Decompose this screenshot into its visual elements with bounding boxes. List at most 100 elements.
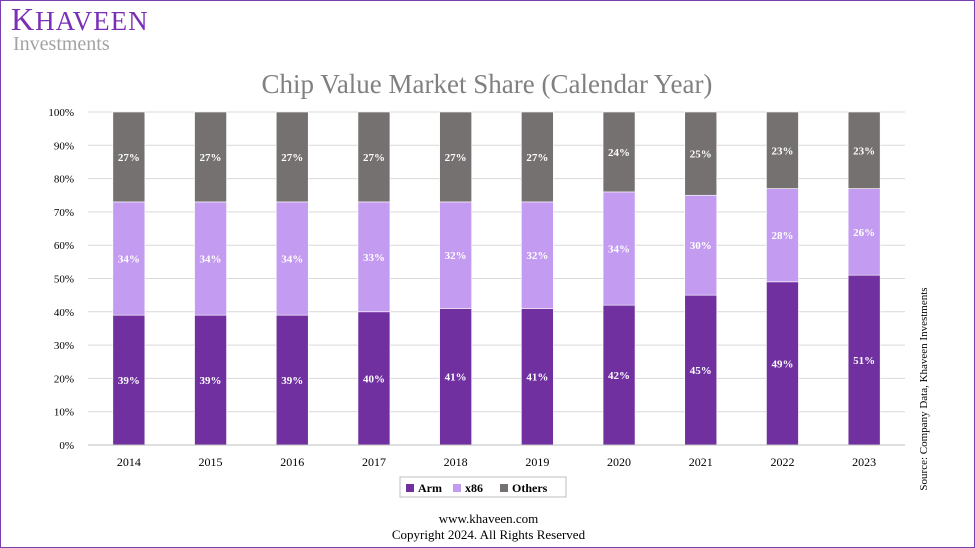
legend-label: x86 xyxy=(465,481,483,495)
data-label: 26% xyxy=(853,227,875,239)
data-label: 25% xyxy=(690,149,712,161)
data-label: 51% xyxy=(853,355,875,367)
legend-label: Arm xyxy=(418,481,442,495)
bar-segment-others xyxy=(602,111,636,193)
bar-segment-x86 xyxy=(439,201,472,309)
bar-segment-arm xyxy=(194,314,227,446)
y-tick-label: 90% xyxy=(54,140,74,152)
bar-segment-arm xyxy=(112,314,146,446)
data-label: 41% xyxy=(445,372,467,384)
data-label: 23% xyxy=(853,145,875,157)
y-axis: 0% 10% 20% 30% 40% 50% 60% 70% 80% 90% 100% xyxy=(48,107,74,452)
data-label: 49% xyxy=(771,358,793,370)
data-label: 40% xyxy=(363,373,385,385)
data-label: 32% xyxy=(526,250,548,262)
bar-segment-others xyxy=(275,111,309,203)
data-label: 39% xyxy=(281,375,303,387)
data-label: 27% xyxy=(200,152,222,164)
y-tick-label: 10% xyxy=(54,407,74,419)
bars: 39% 34% 27% 39% 34% 27% 39% 34% 27% 40% 33% 27% 41% 3… xyxy=(112,111,881,446)
bar-segment-others xyxy=(194,111,227,203)
legend-box xyxy=(399,476,567,498)
data-label: 23% xyxy=(771,145,793,157)
footer-copyright: Copyright 2024. All Rights Reserved xyxy=(391,527,586,542)
y-tick-label: 0% xyxy=(59,440,74,452)
x-tick-label: 2016 xyxy=(280,455,304,469)
logo-subtitle: Investments xyxy=(13,33,110,55)
bar-segment-x86 xyxy=(521,201,554,309)
data-label: 32% xyxy=(445,250,467,262)
data-label: 39% xyxy=(200,375,222,387)
data-label: 45% xyxy=(690,365,712,377)
x-tick-label: 2020 xyxy=(607,455,631,469)
data-label: 34% xyxy=(281,254,303,266)
x-tick-label: 2023 xyxy=(852,455,876,469)
data-label: 27% xyxy=(363,152,385,164)
bar-segment-x86 xyxy=(357,201,391,313)
bar-segment-x86 xyxy=(847,188,881,276)
footer-website: www.khaveen.com xyxy=(438,511,539,526)
y-tick-label: 30% xyxy=(54,340,74,352)
data-label: 30% xyxy=(690,240,712,252)
legend-swatch xyxy=(406,484,414,492)
data-label: 24% xyxy=(608,147,630,159)
data-label: 27% xyxy=(526,152,548,164)
y-tick-label: 20% xyxy=(54,373,74,385)
bar-segment-others xyxy=(439,111,472,203)
bar-segment-others xyxy=(684,111,718,196)
data-label: 34% xyxy=(608,244,630,256)
logo-name: KHAVEEN xyxy=(11,1,149,37)
data-label: 39% xyxy=(118,375,140,387)
data-label: 42% xyxy=(608,370,630,382)
bar-segment-x86 xyxy=(684,194,718,296)
data-label: 27% xyxy=(445,152,467,164)
source-note: Source: Company Data, Khaveen Investment… xyxy=(918,287,930,490)
bar-segment-x86 xyxy=(275,201,309,316)
y-tick-label: 60% xyxy=(54,240,74,252)
data-label: 34% xyxy=(200,254,222,266)
y-tick-label: 40% xyxy=(54,307,74,319)
bar-segment-arm xyxy=(439,308,472,446)
bar-segment-others xyxy=(357,111,391,203)
legend-label: Others xyxy=(512,481,548,495)
y-tick-label: 50% xyxy=(54,274,74,286)
bar-segment-others xyxy=(521,111,554,203)
x-tick-label: 2019 xyxy=(525,455,549,469)
bar-segment-arm xyxy=(521,308,554,446)
data-label: 27% xyxy=(118,152,140,164)
bar-segment-arm xyxy=(357,311,391,446)
bar-segment-arm xyxy=(275,314,309,446)
bar-segment-x86 xyxy=(112,201,146,316)
bar-segment-others xyxy=(847,111,881,189)
x-tick-label: 2021 xyxy=(689,455,713,469)
khaveen-logo: KHAVEEN Investments xyxy=(11,1,149,55)
x-axis: 2014 2015 2016 2017 2018 2019 2020 2021 2022 2023 xyxy=(88,444,905,469)
x-tick-label: 2015 xyxy=(199,455,223,469)
bar-segment-arm xyxy=(766,281,799,446)
data-label: 33% xyxy=(363,252,385,264)
legend-swatch xyxy=(453,484,461,492)
legend: Arm x86 Others xyxy=(399,476,567,498)
x-tick-label: 2014 xyxy=(117,455,141,469)
y-tick-label: 80% xyxy=(54,174,74,186)
legend-swatch xyxy=(500,484,508,492)
data-label: 41% xyxy=(526,372,548,384)
bar-segment-x86 xyxy=(194,201,227,316)
x-tick-label: 2017 xyxy=(362,455,386,469)
data-label: 28% xyxy=(771,230,793,242)
bar-segment-others xyxy=(112,111,146,203)
footer: www.khaveen.com Copyright 2024. All Righ… xyxy=(1,511,975,543)
bar-segment-others xyxy=(766,111,799,189)
data-label: 27% xyxy=(281,152,303,164)
chart-title: Chip Value Market Share (Calendar Year) xyxy=(262,69,713,99)
x-tick-label: 2018 xyxy=(444,455,468,469)
bar-segment-arm xyxy=(847,274,881,446)
x-tick-label: 2022 xyxy=(770,455,794,469)
bar-segment-x86 xyxy=(602,191,636,306)
bar-segment-x86 xyxy=(766,188,799,283)
y-tick-label: 70% xyxy=(54,207,74,219)
data-label: 34% xyxy=(118,254,140,266)
y-tick-label: 100% xyxy=(48,107,74,119)
